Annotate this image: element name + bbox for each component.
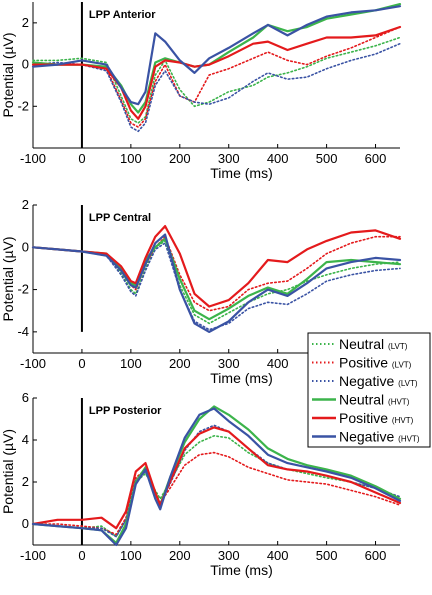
- x-axis-label: Time (ms): [210, 562, 272, 578]
- legend: Neutral (LVT) Positive (LVT) Negative (LVT…: [307, 332, 431, 448]
- y-tick-label: -2: [17, 282, 29, 297]
- x-tick-label: 100: [120, 548, 142, 563]
- series-line-negative-hvt: [31, 5, 402, 106]
- x-tick-label: 0: [78, 151, 85, 166]
- x-axis-label: Time (ms): [210, 165, 272, 181]
- series-line-positive-hvt: [31, 225, 402, 308]
- series-line-neutral-hvt: [31, 237, 402, 321]
- y-tick-label: 0: [22, 239, 29, 254]
- x-tick-label: 200: [169, 151, 191, 166]
- legend-sublabel: (HVT): [398, 435, 420, 444]
- x-tick-label: -100: [20, 151, 46, 166]
- x-tick-label: 100: [120, 151, 142, 166]
- x-tick-label: 500: [316, 548, 338, 563]
- legend-label: Neutral (HVT): [339, 392, 410, 408]
- legend-label: Neutral (LVT): [339, 336, 408, 352]
- legend-sublabel: (LVT): [388, 342, 408, 351]
- y-axis-label: Potential (µV): [0, 236, 16, 321]
- x-tick-label: 100: [120, 356, 142, 371]
- x-tick-label: -100: [20, 356, 46, 371]
- x-tick-label: 200: [169, 356, 191, 371]
- series-line-positive-hvt: [31, 25, 402, 120]
- y-axis-label: Potential (µV): [0, 32, 16, 117]
- panel-title-central: LPP Central: [89, 212, 151, 224]
- x-axis-label: Time (ms): [210, 370, 272, 386]
- legend-label: Positive (LVT): [339, 355, 412, 371]
- x-tick-label: 300: [218, 548, 240, 563]
- legend-sublabel: (HVT): [392, 416, 414, 425]
- legend-sublabel: (LVT): [398, 379, 418, 388]
- legend-sublabel: (LVT): [392, 361, 412, 370]
- legend-box: [307, 332, 431, 448]
- legend-label: Negative (LVT): [339, 373, 418, 389]
- y-tick-label: 2: [22, 197, 29, 212]
- anterior-panel: -100 0 100 200 300 400 500 600 -2 0 2 Time (ms) Pote…: [0, 2, 402, 181]
- x-tick-label: 400: [267, 151, 289, 166]
- y-tick-label: 2: [22, 474, 29, 489]
- x-tick-label: 600: [365, 548, 387, 563]
- series-line-negative-lvt: [32, 42, 401, 133]
- series-line-neutral-lvt: [32, 434, 401, 538]
- x-tick-label: 0: [78, 548, 85, 563]
- y-tick-label: -2: [17, 98, 29, 113]
- legend-label: Positive (HVT): [339, 410, 414, 426]
- series-line-positive-lvt: [32, 26, 401, 128]
- x-tick-label: 500: [316, 151, 338, 166]
- y-tick-label: 4: [22, 432, 29, 447]
- legend-label: Negative (HVT): [339, 429, 420, 445]
- y-axis-label: Potential (µV): [0, 429, 16, 514]
- x-tick-label: -100: [20, 548, 46, 563]
- x-tick-label: 200: [169, 548, 191, 563]
- series-line-negative-hvt: [31, 233, 402, 333]
- y-tick-label: -4: [17, 324, 29, 339]
- panel-title-posterior: LPP Posterior: [89, 405, 162, 417]
- x-tick-label: 400: [267, 356, 289, 371]
- y-tick-label: 0: [22, 57, 29, 72]
- x-tick-label: 300: [218, 356, 240, 371]
- y-tick-label: 2: [22, 15, 29, 30]
- y-tick-label: 6: [22, 390, 29, 405]
- panel-title-anterior: LPP Anterior: [89, 9, 156, 21]
- y-tick-label: 0: [22, 516, 29, 531]
- series-line-positive-lvt: [32, 451, 401, 536]
- x-tick-label: 400: [267, 548, 289, 563]
- series-line-positive-lvt: [32, 235, 401, 312]
- legend-sublabel: (HVT): [388, 398, 410, 407]
- posterior-panel: -100 0 100 200 300 400 500 600 0 2 4 6 Time (ms) Pote…: [0, 390, 402, 578]
- series-line-positive-hvt: [31, 426, 402, 530]
- series-line-negative-hvt: [31, 407, 402, 547]
- series-line-negative-lvt: [32, 242, 401, 331]
- x-tick-label: 0: [78, 356, 85, 371]
- x-tick-label: 300: [218, 151, 240, 166]
- x-tick-label: 600: [365, 151, 387, 166]
